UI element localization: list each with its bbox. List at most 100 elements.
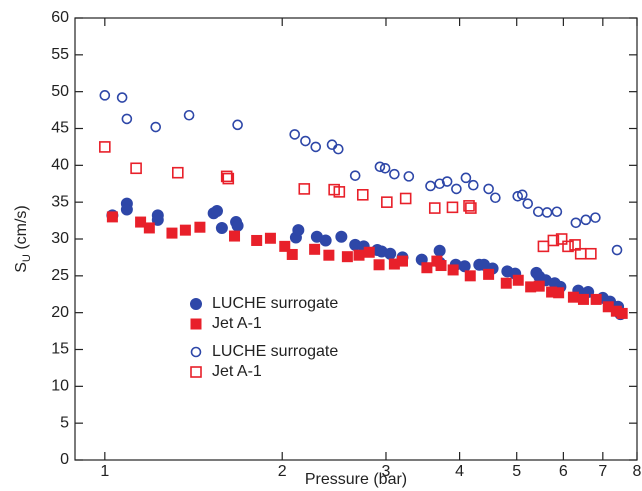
point [194,221,206,233]
y-label-sub: U [21,254,33,262]
point [590,212,601,223]
point [460,172,472,184]
point [106,211,118,223]
point [512,190,524,202]
point [590,293,602,305]
y-tick-label: 25 [51,267,69,284]
point [120,203,133,216]
point [447,264,459,276]
point [562,240,574,253]
x-tick-label: 4 [455,463,464,480]
point [428,202,441,214]
point [516,189,528,201]
y-tick-label: 15 [51,341,69,358]
point [172,166,184,179]
point [585,247,597,260]
point [555,233,568,245]
point [425,180,436,192]
point [434,178,445,190]
point [397,255,409,267]
point [567,291,579,303]
point [289,129,301,140]
point [286,248,298,260]
y-tick-label: 50 [51,83,69,100]
y-tick-label: 10 [51,378,69,395]
point [121,113,133,125]
point [512,274,524,286]
point [537,240,550,253]
point [463,200,475,212]
y-tick-label: 0 [60,451,69,468]
point [179,224,191,236]
y-tick-label: 20 [51,304,69,321]
point [333,186,346,198]
point [335,230,348,243]
legend-label: Jet A-1 [212,315,262,332]
legend-label: LUCHE surrogate [212,295,338,312]
point [300,135,311,147]
legend-label: Jet A-1 [212,363,262,380]
point [326,139,338,151]
point [458,260,471,273]
point [309,243,321,255]
point [490,192,501,204]
point [384,247,397,260]
point [468,179,479,191]
x-tick-label: 2 [278,463,287,480]
point [116,92,128,103]
point [319,234,332,247]
point [373,259,385,271]
point [399,192,412,205]
point [363,246,375,258]
x-tick-label: 6 [559,463,568,480]
point [551,206,563,218]
point [229,230,241,242]
point [483,183,494,195]
point [451,183,462,195]
legend-marker [190,346,202,358]
point [421,262,433,274]
point [403,171,415,182]
point [379,162,391,174]
point [533,206,544,218]
point [251,234,263,246]
point [298,183,311,195]
point [183,109,195,121]
legend-marker [190,366,202,378]
point [130,162,142,175]
point [464,270,476,282]
point [210,205,223,218]
point [570,217,582,229]
point [465,202,477,214]
point [433,244,446,257]
point [135,216,147,228]
y-label-unit: (cm/s) [13,205,30,254]
point [441,176,453,187]
y-axis-label: SU (cm/s) [13,205,33,273]
point [547,234,560,247]
point [541,207,553,218]
point [231,219,244,232]
point [341,251,353,263]
point [310,141,322,153]
point [577,293,589,305]
y-tick-label: 30 [51,230,69,247]
y-tick-label: 55 [51,46,69,63]
y-tick-label: 45 [51,120,69,137]
point [446,201,459,214]
point [332,143,344,155]
point [166,227,178,239]
point [323,249,335,261]
point [381,196,393,208]
point [279,240,291,252]
point [580,214,592,226]
point [611,244,623,256]
point [374,161,386,173]
x-tick-label: 3 [382,463,391,480]
point [143,222,155,234]
y-tick-label: 60 [51,9,69,26]
point [522,198,534,209]
x-tick-label: 8 [633,463,642,480]
y-tick-label: 5 [60,414,69,431]
